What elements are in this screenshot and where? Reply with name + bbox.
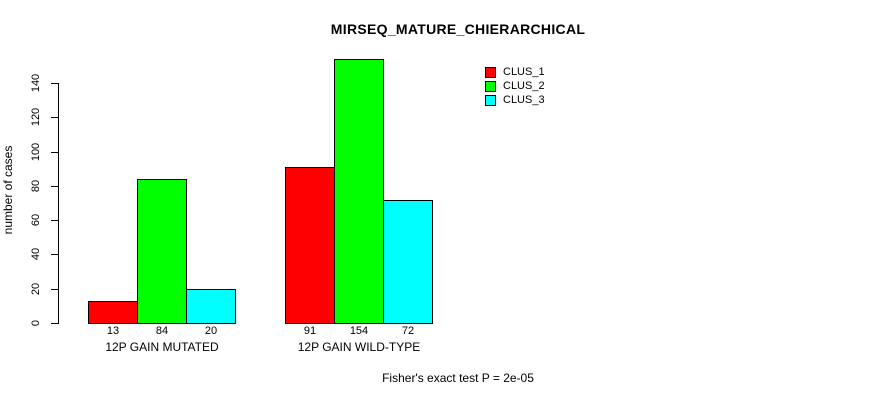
bar-clus_1 [285, 167, 335, 324]
bar-value-label: 84 [155, 325, 169, 337]
y-tick-label: 140 [30, 73, 42, 93]
legend-swatch-clus_2 [485, 81, 496, 92]
y-tick [51, 152, 58, 153]
bar-clus_3 [383, 200, 433, 324]
bar-value-label: 154 [349, 325, 369, 337]
y-tick-label: 20 [30, 282, 42, 296]
bar-value-label: 91 [303, 325, 317, 337]
x-category-label: 12P GAIN MUTATED [105, 340, 219, 354]
y-tick [51, 289, 58, 290]
bar-clus_2 [137, 179, 187, 324]
y-tick [51, 220, 58, 221]
y-tick [51, 117, 58, 118]
y-axis-title: number of cases [1, 145, 15, 235]
bar-value-label: 20 [204, 325, 218, 337]
y-tick [51, 186, 58, 187]
y-tick [51, 83, 58, 84]
legend-label: CLUS_3 [503, 94, 545, 106]
y-tick-label: 120 [30, 107, 42, 127]
bar-clus_1 [88, 301, 138, 324]
legend-label: CLUS_2 [503, 80, 545, 92]
legend-swatch-clus_1 [485, 67, 496, 78]
y-tick-label: 100 [30, 142, 42, 162]
y-tick [51, 254, 58, 255]
y-axis-line [58, 83, 59, 324]
annotation-text: Fisher's exact test P = 2e-05 [382, 371, 534, 385]
chart-title: MIRSEQ_MATURE_CHIERARCHICAL [330, 21, 586, 37]
y-tick-label: 60 [30, 213, 42, 227]
y-tick-label: 80 [30, 179, 42, 193]
legend-swatch-clus_3 [485, 95, 496, 106]
legend-label: CLUS_1 [503, 66, 545, 78]
y-tick-label: 0 [30, 319, 42, 327]
bar-value-label: 72 [401, 325, 415, 337]
bar-clus_3 [186, 289, 236, 324]
y-tick-label: 40 [30, 247, 42, 261]
x-category-label: 12P GAIN WILD-TYPE [297, 340, 421, 354]
bar-clus_2 [334, 59, 384, 324]
bar-value-label: 13 [106, 325, 120, 337]
y-tick [51, 323, 58, 324]
